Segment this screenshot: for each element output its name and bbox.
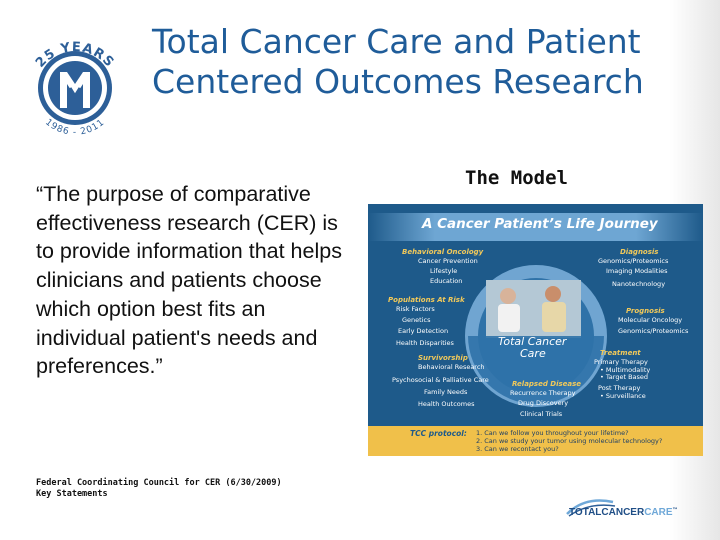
section-prognosis: Prognosis bbox=[626, 307, 665, 315]
diagnosis-item: Imaging Modalities bbox=[606, 267, 668, 275]
section-populations-at-risk: Populations At Risk bbox=[388, 296, 465, 304]
survivorship-item: Health Outcomes bbox=[418, 400, 475, 408]
populations-item: Early Detection bbox=[398, 327, 449, 335]
quote-citation: Federal Coordinating Council for CER (6/… bbox=[36, 478, 336, 500]
treatment-item: Primary Therapy bbox=[594, 358, 648, 366]
section-survivorship: Survivorship bbox=[418, 354, 468, 362]
diagnosis-item: Genomics/Proteomics bbox=[598, 257, 669, 265]
tcc-protocol-item: 1. Can we follow you throughout your lif… bbox=[476, 429, 629, 437]
relapsed-item: Drug Discovery bbox=[518, 399, 569, 407]
survivorship-item: Psychosocial & Palliative Care bbox=[392, 376, 489, 384]
tcc-protocol-item: 3. Can we recontact you? bbox=[476, 445, 559, 453]
tcc-protocol-label: TCC protocol: bbox=[410, 429, 467, 438]
logo-trademark: ™ bbox=[673, 507, 678, 513]
cer-quote: “The purpose of comparative effectivenes… bbox=[36, 182, 342, 379]
prognosis-item: Genomics/Proteomics bbox=[618, 327, 689, 335]
treatment-item: • Target Based bbox=[600, 373, 649, 381]
section-diagnosis: Diagnosis bbox=[620, 248, 659, 256]
life-journey-diagram: A Cancer Patient’s Life Journey Total Ca… bbox=[368, 204, 703, 456]
slide-title: Total Cancer Care and Patient Centered O… bbox=[152, 22, 712, 102]
center-label-line-2: Care bbox=[520, 347, 546, 360]
logo-text-cancer: CANCER bbox=[601, 507, 645, 518]
diagram-header-bar: A Cancer Patient’s Life Journey bbox=[368, 213, 703, 241]
svg-text:TOTALCANCERCARE™: TOTALCANCERCARE™ bbox=[569, 507, 678, 518]
treatment-item: • Surveillance bbox=[600, 392, 646, 400]
center-label-line-1: Total Cancer bbox=[498, 335, 567, 348]
tcc-protocol-item: 2. Can we study your tumor using molecul… bbox=[476, 437, 663, 445]
treatment-item: Post Therapy bbox=[598, 384, 641, 392]
treatment-item: • Multimodality bbox=[600, 366, 651, 374]
title-line-1: Total Cancer Care and Patient bbox=[152, 22, 641, 61]
diagnosis-item: Nanotechnology bbox=[612, 280, 666, 288]
logo-text-care: CARE bbox=[644, 507, 673, 518]
behavioral-item: Lifestyle bbox=[430, 267, 458, 275]
total-cancer-care-logo: TOTALCANCERCARE™ bbox=[565, 494, 685, 520]
populations-item: Health Disparities bbox=[396, 339, 454, 347]
title-line-2: Centered Outcomes Research bbox=[152, 62, 644, 101]
tcc-protocol-bar: TCC protocol: 1. Can we follow you throu… bbox=[368, 426, 703, 456]
populations-item: Genetics bbox=[402, 316, 431, 324]
section-relapsed-disease: Relapsed Disease bbox=[512, 380, 582, 388]
logo-text-total: TOTAL bbox=[569, 507, 601, 518]
survivorship-item: Family Needs bbox=[424, 388, 468, 396]
section-treatment: Treatment bbox=[600, 349, 641, 357]
citation-line-1: Federal Coordinating Council for CER (6/… bbox=[36, 478, 282, 488]
survivorship-item: Behavioral Research bbox=[418, 363, 485, 371]
section-behavioral-oncology: Behavioral Oncology bbox=[402, 248, 484, 256]
citation-line-2: Key Statements bbox=[36, 489, 108, 499]
prognosis-item: Molecular Oncology bbox=[618, 316, 683, 324]
populations-item: Risk Factors bbox=[396, 305, 435, 313]
anniversary-logo: 25 YEARS 1986 - 2011 bbox=[20, 22, 130, 140]
model-heading: The Model bbox=[465, 167, 568, 189]
diagram-circle-graphic bbox=[465, 265, 607, 407]
relapsed-item: Clinical Trials bbox=[520, 410, 563, 418]
behavioral-item: Education bbox=[430, 277, 463, 285]
relapsed-item: Recurrence Therapy bbox=[510, 389, 576, 397]
behavioral-item: Cancer Prevention bbox=[418, 257, 478, 265]
diagram-title: A Cancer Patient’s Life Journey bbox=[422, 216, 658, 232]
